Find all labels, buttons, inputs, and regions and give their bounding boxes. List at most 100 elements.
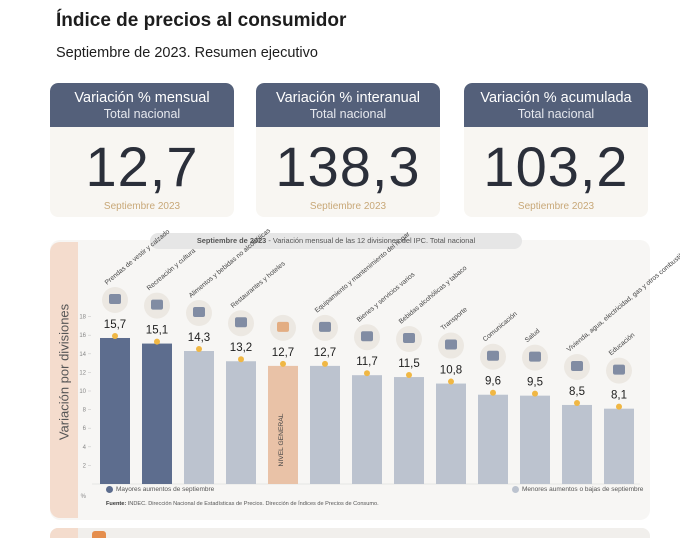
chart-title: Septiembre de 2023 - Variación mensual d… (150, 233, 522, 249)
general-level-icon-glyph (277, 321, 289, 332)
bar-value-label-10: 9,5 (527, 377, 543, 389)
bar-value-label-8: 10,8 (440, 365, 462, 377)
category-label-8: Transporte (440, 306, 469, 332)
bar-4 (268, 365, 298, 484)
y-axis-strip (50, 242, 78, 518)
card-monthly-footer: Septiembre 2023 (103, 201, 181, 212)
chart-title-text: - Variación mensual de las 12 divisiones… (266, 236, 476, 245)
bar-10 (520, 395, 550, 484)
health-cross-icon-glyph (529, 351, 541, 362)
bar-value-label-9: 9,6 (485, 376, 501, 388)
bar-value-label-2: 14,3 (188, 332, 210, 344)
bar-marker-6 (364, 370, 370, 377)
legend-right-text: Menores aumentos o bajas de septiembre (522, 486, 644, 494)
bar-value-label-3: 13,2 (230, 342, 252, 354)
general-bar-label: NIVEL GENERAL (278, 413, 285, 466)
home-equipment-icon-glyph (319, 321, 331, 332)
card-monthly-header: Variación % mensual Total nacional (50, 83, 234, 127)
bottle-glass-icon-glyph (403, 333, 415, 344)
card-accumulated-footer: Septiembre 2023 (517, 201, 595, 212)
book-icon-glyph (613, 364, 625, 375)
card-monthly-value: 12,7 (85, 135, 199, 198)
bar-marker-3 (238, 356, 244, 363)
legend-left-dot (106, 486, 113, 493)
card-yearly-sub: Total nacional (309, 107, 387, 121)
next-section-strip (50, 528, 650, 538)
y-unit-label: % (81, 494, 87, 500)
y-tick-label-14: 14 (79, 352, 86, 358)
bar-marker-0 (112, 332, 118, 339)
card-monthly-sub: Total nacional (103, 107, 181, 121)
bar-marker-5 (322, 360, 328, 367)
bar-7 (394, 377, 424, 484)
bar-marker-7 (406, 372, 412, 379)
card-accumulated-value: 103,2 (483, 135, 629, 198)
bar-1 (142, 343, 172, 484)
card-yearly: Variación % interanual Total nacional 13… (256, 83, 440, 217)
bar-11 (562, 404, 592, 484)
y-tick-label-16: 16 (79, 333, 86, 339)
card-monthly: Variación % mensual Total nacional 12,7 … (50, 83, 234, 217)
bar-8 (436, 383, 466, 484)
card-yearly-label: Variación % interanual (275, 90, 420, 106)
food-basket-icon-glyph (193, 307, 205, 318)
category-label-9: Comunicación (482, 310, 519, 343)
source-note: Fuente: INDEC. Dirección Nacional de Est… (106, 501, 379, 507)
card-yearly-header: Variación % interanual Total nacional (256, 83, 440, 127)
card-yearly-value: 138,3 (275, 135, 421, 198)
bar-marker-2 (196, 346, 202, 353)
category-label-2: Alimentos y bebidas no alcohólicas (188, 227, 273, 300)
legend-left-text: Mayores aumentos de septiembre (116, 486, 215, 494)
bar-marker-8 (448, 378, 454, 385)
bar-marker-4 (280, 360, 286, 367)
shirt-icon-glyph (109, 293, 121, 304)
next-section-icon (92, 531, 106, 538)
bar-5 (310, 365, 340, 484)
light-bulb-icon-glyph (571, 360, 583, 371)
card-accumulated-header: Variación % acumulada Total nacional (464, 83, 648, 127)
source-label: Fuente: (106, 501, 127, 507)
legend-right-dot (512, 486, 519, 493)
next-section-axis-strip (50, 528, 78, 538)
bar-value-label-6: 11,7 (356, 356, 378, 368)
card-accumulated: Variación % acumulada Total nacional 103… (464, 83, 648, 217)
chart-title-date: Septiembre de 2023 (196, 236, 267, 245)
legend-right: Menores aumentos o bajas de septiembre (512, 486, 643, 493)
card-accumulated-label: Variación % acumulada (480, 90, 632, 106)
source-text: INDEC. Dirección Nacional de Estadística… (126, 501, 379, 507)
y-tick-label-10: 10 (79, 389, 86, 395)
card-yearly-footer: Septiembre 2023 (309, 201, 387, 212)
bar-marker-10 (532, 390, 538, 397)
category-label-5: Equipamiento y mantenimiento del hogar (314, 230, 412, 314)
bar-value-label-1: 15,1 (146, 325, 168, 337)
bar-value-label-0: 15,7 (104, 319, 126, 331)
bar-value-label-11: 8,5 (569, 386, 585, 398)
bar-9 (478, 394, 508, 484)
y-tick-label-6: 6 (83, 426, 87, 432)
phone-icon-glyph (487, 350, 499, 361)
category-label-12: Educación (608, 332, 637, 358)
bus-icon-glyph (445, 339, 457, 350)
category-label-10: Salud (524, 328, 542, 345)
category-label-1: Recreación y cultura (146, 247, 197, 292)
bar-marker-12 (616, 403, 622, 410)
y-tick-label-8: 8 (83, 408, 87, 414)
bar-value-label-5: 12,7 (314, 347, 336, 359)
bar-6 (352, 375, 382, 484)
bar-marker-1 (154, 338, 160, 345)
bar-value-label-4: 12,7 (272, 347, 294, 359)
bar-12 (604, 408, 634, 484)
cutlery-icon-glyph (235, 317, 247, 328)
y-tick-label-18: 18 (79, 315, 86, 321)
y-tick-label-2: 2 (83, 463, 87, 469)
category-label-3: Restaurantes y hoteles (230, 260, 287, 310)
card-monthly-label: Variación % mensual (74, 90, 210, 106)
bar-2 (184, 351, 214, 484)
bar-marker-11 (574, 399, 580, 406)
card-accumulated-sub: Total nacional (517, 107, 595, 121)
category-label-11: Vivienda, agua, electricidad, gas y otro… (566, 246, 680, 354)
y-tick-label-4: 4 (83, 445, 87, 451)
bar-0 (100, 337, 130, 484)
tools-icon-glyph (361, 331, 373, 342)
